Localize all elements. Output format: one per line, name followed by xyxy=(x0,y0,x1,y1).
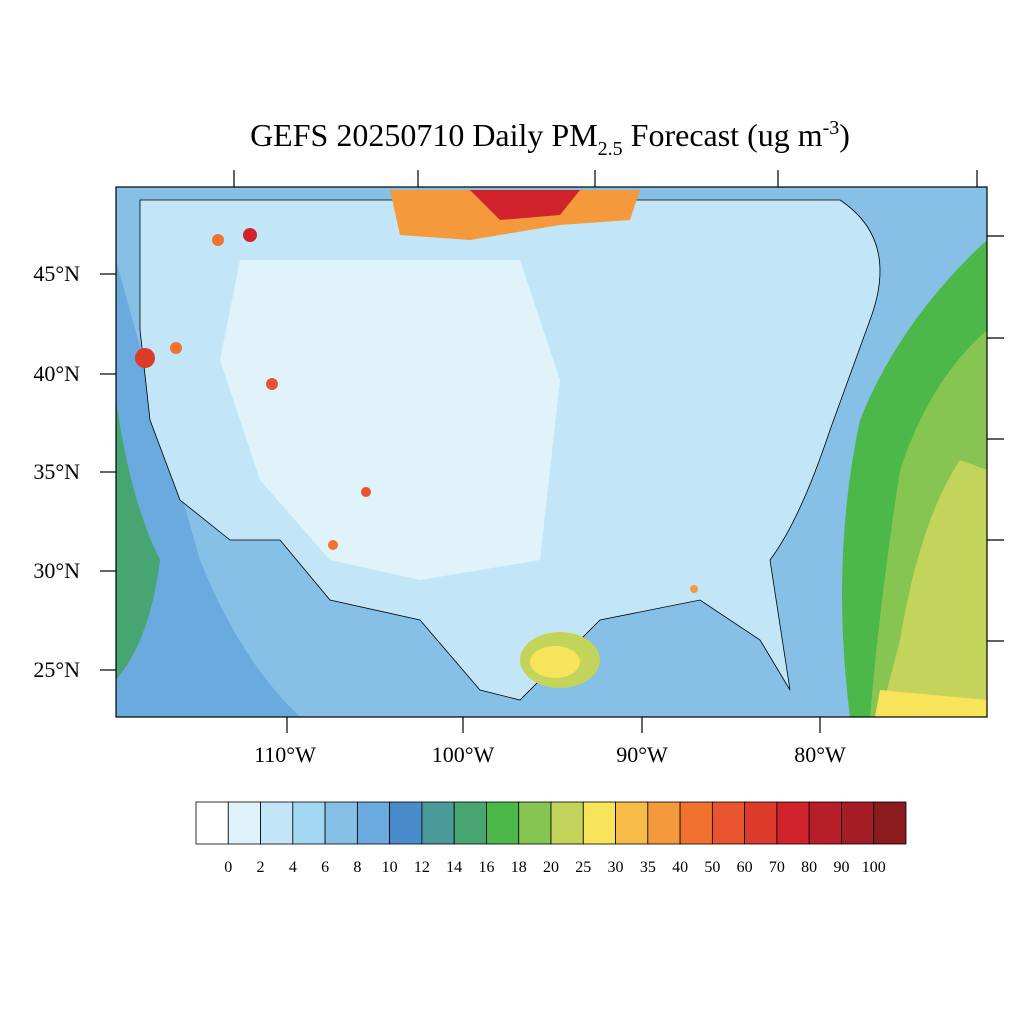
colorbar-label: 0 xyxy=(224,859,232,876)
ocean-band xyxy=(116,400,160,680)
colorbar-box xyxy=(711,801,746,845)
lat-label: 40°N xyxy=(33,361,80,386)
colorbar-label: 90 xyxy=(833,859,849,876)
colorbar-label: 12 xyxy=(414,859,430,876)
map xyxy=(116,187,987,717)
lon-label: 80°W xyxy=(794,742,846,767)
colorbar-box xyxy=(615,801,649,845)
colorbar-box xyxy=(808,801,842,845)
colorbar-box xyxy=(356,801,391,845)
atlantic xyxy=(875,690,987,717)
map-frame xyxy=(115,186,988,718)
gulf-plume xyxy=(530,646,580,678)
colorbar-label: 10 xyxy=(382,859,398,876)
lat-label: 30°N xyxy=(33,558,80,583)
fire xyxy=(212,234,224,246)
ticks xyxy=(100,170,1004,733)
colorbar-box xyxy=(582,801,616,845)
colorbar-label: 25 xyxy=(575,859,591,876)
colorbar-box xyxy=(195,801,229,845)
colorbar-label: 20 xyxy=(543,859,559,876)
fire xyxy=(361,487,371,497)
colorbar-label: 14 xyxy=(446,859,462,876)
title-text: GEFS 20250710 Daily PM xyxy=(250,117,598,153)
colorbar-label: 40 xyxy=(672,859,688,876)
lon-label: 110°W xyxy=(254,742,316,767)
colorbar-box xyxy=(260,801,294,845)
colorbar-box xyxy=(292,801,326,845)
colorbar-label: 4 xyxy=(289,859,297,876)
colorbar-box xyxy=(324,801,358,845)
title-superscript: -3 xyxy=(823,117,840,139)
colorbar-box xyxy=(453,801,487,845)
colorbar-label: 30 xyxy=(608,859,624,876)
fire xyxy=(690,585,698,593)
title: GEFS 20250710 Daily PM2.5 Forecast (ug m… xyxy=(250,117,850,160)
title-text: ) xyxy=(839,117,850,153)
lon-label: 100°W xyxy=(432,742,495,767)
lat-label: 35°N xyxy=(33,459,80,484)
colorbar-box xyxy=(776,801,810,845)
colorbar-label: 50 xyxy=(704,859,720,876)
lat-label: 45°N xyxy=(33,261,80,286)
colorbar-box xyxy=(873,801,907,845)
fire xyxy=(266,378,278,390)
colorbar: 0 2 4 6 8 10 12 14 16 18 20 25 30 35 40 50 60 70 80 90 100 xyxy=(195,801,907,876)
colorbar-box xyxy=(486,801,520,845)
colorbar-box xyxy=(518,801,552,845)
colorbar-label: 100 xyxy=(862,859,886,876)
fires xyxy=(135,228,698,593)
colorbar-label: 70 xyxy=(769,859,785,876)
colorbar-label: 60 xyxy=(737,859,753,876)
title-text: Forecast (ug m xyxy=(623,117,823,153)
colorbar-label: 2 xyxy=(257,859,265,876)
colorbar-label: 8 xyxy=(353,859,361,876)
land-clean xyxy=(220,260,560,580)
colorbar-box xyxy=(841,801,875,845)
colorbar-label: 80 xyxy=(801,859,817,876)
colorbar-box xyxy=(389,801,423,845)
colorbar-box xyxy=(550,801,584,845)
colorbar-box xyxy=(647,801,681,845)
fire xyxy=(328,540,338,550)
fire xyxy=(170,342,182,354)
smoke xyxy=(470,190,580,220)
colorbar-box xyxy=(227,801,261,845)
ocean-band xyxy=(116,260,300,717)
lon-label: 90°W xyxy=(616,742,668,767)
axis-labels: 45°N 40°N 35°N 30°N 25°N 110°W 100°W 90°W 80°W xyxy=(33,261,846,767)
lat-label: 25°N xyxy=(33,657,80,682)
colorbar-label: 6 xyxy=(321,859,329,876)
fire xyxy=(243,228,257,242)
colorbar-box xyxy=(679,801,713,845)
colorbar-box xyxy=(744,801,778,845)
colorbar-label: 16 xyxy=(478,859,494,876)
fire xyxy=(135,348,155,368)
title-subscript: 2.5 xyxy=(598,138,623,160)
colorbar-box xyxy=(421,801,455,845)
atlantic xyxy=(880,460,987,717)
colorbar-label: 18 xyxy=(511,859,527,876)
colorbar-label: 35 xyxy=(640,859,656,876)
